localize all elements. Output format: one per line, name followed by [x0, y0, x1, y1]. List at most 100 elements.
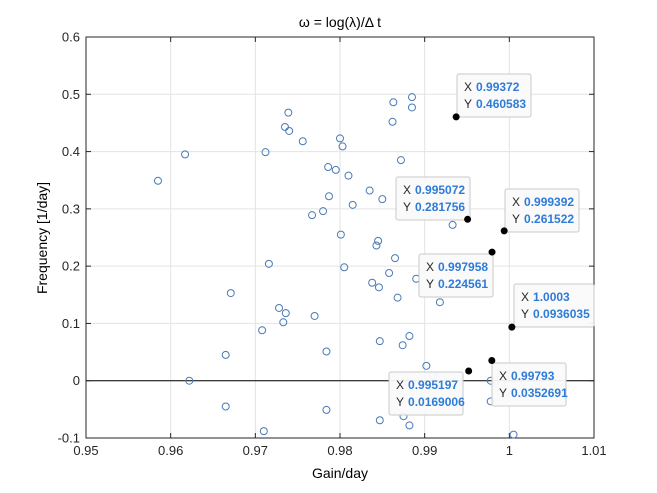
datatip-y-key: Y: [521, 307, 529, 321]
data-point[interactable]: [181, 150, 190, 159]
datatip-y-row: Y 0.0936035: [521, 307, 590, 321]
data-point[interactable]: [284, 108, 293, 117]
data-point[interactable]: [389, 98, 398, 107]
data-point[interactable]: [185, 376, 194, 385]
x-tick-label: 1: [506, 443, 513, 458]
datatip[interactable]: X 0.995197 Y 0.0169006: [388, 367, 473, 416]
data-point[interactable]: [221, 402, 230, 411]
data-point[interactable]: [407, 93, 416, 102]
data-point[interactable]: [340, 263, 349, 272]
data-point[interactable]: [375, 337, 384, 346]
data-point[interactable]: [285, 126, 294, 135]
data-point[interactable]: [280, 122, 289, 131]
datatip-x-row: X 0.995197: [396, 378, 458, 392]
datatip[interactable]: X 0.99793 Y 0.0352691: [488, 357, 568, 407]
data-point[interactable]: [396, 156, 405, 165]
data-point[interactable]: [310, 311, 319, 320]
data-point[interactable]: [378, 195, 387, 204]
data-point[interactable]: [374, 283, 383, 292]
data-point[interactable]: [261, 148, 270, 157]
selected-data-point[interactable]: [465, 367, 473, 375]
selected-data-point[interactable]: [464, 215, 472, 223]
data-point[interactable]: [221, 350, 230, 359]
y-tick-label: -0.1: [58, 431, 80, 446]
datatip-x-row: X 0.995072: [403, 183, 465, 197]
data-point[interactable]: [264, 259, 273, 268]
y-tick-label: 0.1: [62, 316, 80, 331]
datatip-y-key: Y: [403, 200, 411, 214]
selected-data-point[interactable]: [500, 227, 508, 235]
data-point[interactable]: [324, 192, 333, 201]
data-point[interactable]: [259, 427, 268, 436]
datatip[interactable]: X 0.999392 Y 0.261522: [500, 188, 580, 235]
x-tick-label: 0.95: [73, 443, 98, 458]
selected-data-point[interactable]: [488, 248, 496, 256]
datatip[interactable]: X 0.997958 Y 0.224561: [418, 248, 496, 298]
chart-title: ω = log(λ)/Δ t: [299, 14, 381, 30]
data-point[interactable]: [375, 416, 384, 425]
data-point[interactable]: [331, 165, 340, 174]
datatip-box: [418, 253, 494, 298]
data-point[interactable]: [344, 171, 353, 180]
datatip-x-row: X 0.99372: [464, 80, 520, 94]
datatip-box: [388, 371, 464, 416]
datatip-x-key: X: [512, 195, 520, 209]
datatip[interactable]: X 0.99372 Y 0.460583: [452, 73, 532, 121]
datatip[interactable]: X 0.995072 Y 0.281756: [395, 176, 472, 223]
data-point[interactable]: [336, 230, 345, 239]
data-point[interactable]: [153, 176, 162, 185]
data-point[interactable]: [226, 289, 235, 298]
y-tick-label: 0.3: [62, 201, 80, 216]
datatip-y-value: 0.460583: [476, 97, 526, 111]
datatip-x-value: 0.997958: [438, 260, 488, 274]
data-point[interactable]: [388, 117, 397, 126]
datatip-x-row: X 0.999392: [512, 195, 574, 209]
data-point[interactable]: [324, 163, 333, 172]
data-point[interactable]: [385, 269, 394, 278]
selected-data-point[interactable]: [508, 323, 516, 331]
data-point[interactable]: [374, 236, 383, 245]
data-point[interactable]: [275, 303, 284, 312]
data-point[interactable]: [391, 254, 400, 263]
data-point[interactable]: [336, 134, 344, 143]
data-point[interactable]: [435, 298, 444, 307]
data-point[interactable]: [405, 332, 414, 341]
data-point[interactable]: [298, 137, 307, 146]
data-point[interactable]: [319, 207, 328, 216]
datatips[interactable]: X 0.99372 Y 0.460583 X 0.995072 Y 0.281756 X 0.99…: [388, 73, 595, 416]
data-point[interactable]: [407, 103, 416, 112]
datatip-x-key: X: [403, 183, 411, 197]
data-point[interactable]: [448, 220, 457, 229]
datatip-x-key: X: [426, 260, 434, 274]
datatip-x-key: X: [499, 369, 507, 383]
data-point[interactable]: [509, 430, 518, 439]
datatip-x-value: 0.999392: [524, 195, 574, 209]
data-point[interactable]: [393, 293, 402, 302]
datatip-box: [395, 176, 471, 221]
data-point[interactable]: [422, 361, 431, 370]
data-point[interactable]: [322, 347, 331, 356]
datatip-y-row: Y 0.0169006: [396, 395, 465, 409]
x-tick-label: 0.99: [412, 443, 437, 458]
data-point[interactable]: [281, 309, 290, 318]
y-tick-label: 0: [73, 373, 80, 388]
datatip-y-row: Y 0.224561: [426, 277, 488, 291]
x-axis-label: Gain/day: [312, 465, 368, 481]
data-point[interactable]: [365, 186, 374, 195]
data-point[interactable]: [398, 341, 407, 350]
datatip-y-value: 0.224561: [438, 277, 488, 291]
data-point[interactable]: [348, 200, 357, 209]
data-point[interactable]: [279, 318, 288, 327]
selected-data-point[interactable]: [488, 357, 496, 365]
data-point[interactable]: [322, 405, 331, 414]
data-point[interactable]: [368, 278, 377, 287]
datatip-box: [491, 362, 567, 407]
selected-data-point[interactable]: [452, 113, 460, 121]
data-point[interactable]: [258, 326, 267, 335]
datatip[interactable]: X 1.0003 Y 0.0936035: [508, 283, 595, 331]
data-point[interactable]: [308, 211, 317, 220]
data-point[interactable]: [372, 241, 381, 250]
data-point[interactable]: [405, 421, 414, 430]
data-point[interactable]: [338, 142, 347, 151]
datatip-x-value: 0.995072: [415, 183, 465, 197]
